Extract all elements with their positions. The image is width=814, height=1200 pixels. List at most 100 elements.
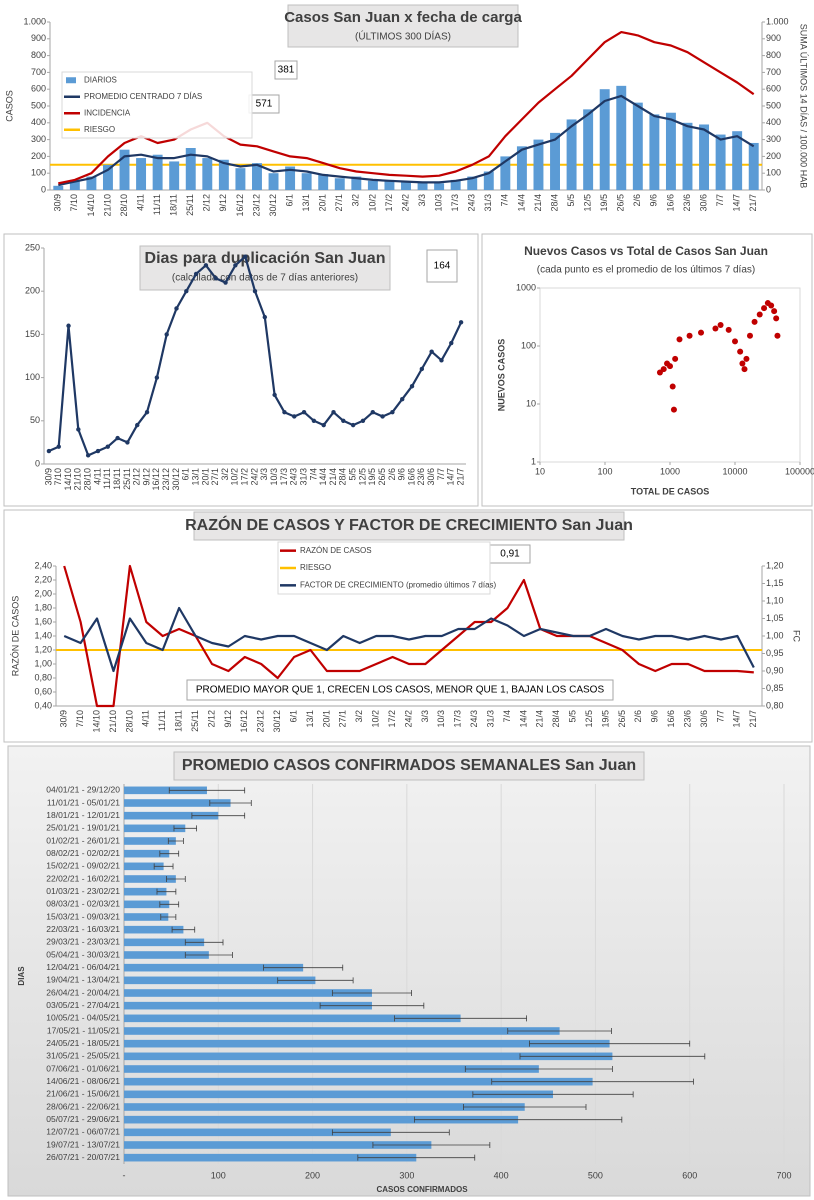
bar xyxy=(235,168,246,190)
error-bar xyxy=(357,1154,476,1161)
bar xyxy=(124,925,184,934)
x-tick-label: 23/6 xyxy=(682,710,692,728)
bar xyxy=(401,182,411,190)
chart-title: Nuevos Casos vs Total de Casos San Juan xyxy=(524,244,768,258)
x-tick-label: 7/10 xyxy=(75,710,85,728)
point xyxy=(242,254,248,259)
bar xyxy=(124,849,170,858)
y-axis-label: DIAS xyxy=(17,966,26,986)
x-tick-label: 12/5 xyxy=(583,194,593,212)
error-bar xyxy=(394,1015,527,1022)
x-tick-label: 13/1 xyxy=(301,194,311,212)
y2-tick-label: 900 xyxy=(766,33,781,43)
x-tick-label: 9/12 xyxy=(218,194,228,212)
bar xyxy=(566,119,577,190)
x-tick-label: 30/12 xyxy=(171,468,181,491)
x-tick-label: 30/6 xyxy=(698,194,708,212)
y-tick-label: 200 xyxy=(25,286,40,296)
x-tick-label: 6/1 xyxy=(284,194,294,207)
y-tick-label: 25/01/21 - 19/01/21 xyxy=(46,823,120,833)
x-tick-label: 10/2 xyxy=(367,194,377,212)
y-tick-label: 150 xyxy=(25,329,40,339)
y-tick-label: 100 xyxy=(31,168,46,178)
y2-tick-label: 0 xyxy=(766,184,771,194)
x-tick-label: 300 xyxy=(399,1170,414,1180)
error-bar xyxy=(209,800,252,806)
y2-tick-label: 700 xyxy=(766,67,781,77)
x-tick-label: 3/2 xyxy=(351,194,361,207)
x-tick-label: 14/4 xyxy=(318,468,328,486)
x-tick-label: 20/1 xyxy=(200,468,210,486)
y-tick-label: 15/02/21 - 09/02/21 xyxy=(46,861,120,871)
y-tick-label: 1,60 xyxy=(34,616,52,626)
x-tick-label: 21/10 xyxy=(102,194,112,217)
error-bar xyxy=(277,977,354,984)
bar xyxy=(124,976,316,985)
point xyxy=(272,392,277,398)
bar xyxy=(136,158,147,190)
point xyxy=(105,444,110,449)
x-tick-label: 12/5 xyxy=(584,710,594,728)
x-tick-label: 30/6 xyxy=(426,468,436,486)
point xyxy=(400,397,405,402)
bar xyxy=(124,1153,417,1162)
bar xyxy=(367,180,378,190)
bar xyxy=(351,176,362,190)
x-tick-label: 24/3 xyxy=(467,194,477,212)
x-tick-label: 100 xyxy=(597,466,612,476)
x-tick-label: 21/4 xyxy=(533,194,543,212)
bar xyxy=(384,179,395,190)
bar xyxy=(124,1077,593,1086)
point xyxy=(144,409,150,415)
error-bar xyxy=(191,812,246,819)
x-tick-label: 25/11 xyxy=(122,468,132,490)
chart-subtitle: (cada punto es el promedio de los último… xyxy=(537,265,755,276)
error-bar xyxy=(463,1104,587,1110)
x-tick-label: 7/4 xyxy=(308,468,318,481)
y-tick-label: 18/01/21 - 12/01/21 xyxy=(46,810,120,820)
y-tick-label: 2,40 xyxy=(34,560,52,570)
x-tick-label: 7/4 xyxy=(500,194,510,207)
bar xyxy=(124,837,176,845)
point xyxy=(725,326,732,333)
bar xyxy=(124,799,231,807)
bar xyxy=(748,142,759,190)
title-box xyxy=(287,4,519,48)
point xyxy=(686,332,693,339)
x-tick-label: 13/1 xyxy=(305,710,315,728)
x-tick-label: 7/10 xyxy=(69,194,79,212)
point xyxy=(773,315,780,322)
x-tick-label: 9/12 xyxy=(141,468,151,486)
bar xyxy=(124,875,176,883)
y2-tick-label: 1,10 xyxy=(766,595,784,605)
annotation: 381 xyxy=(278,65,295,76)
line xyxy=(58,94,755,187)
y2-tick-label: 100 xyxy=(766,168,781,178)
point xyxy=(751,318,758,325)
y2-axis-label: FC xyxy=(792,630,802,642)
point xyxy=(717,322,724,329)
error-bar xyxy=(160,914,177,920)
annotation-box xyxy=(274,60,298,80)
point xyxy=(737,348,744,355)
point xyxy=(672,355,679,362)
x-tick-label: 10/3 xyxy=(433,194,443,212)
x-tick-label: 26/5 xyxy=(617,710,627,728)
x-tick-label: 3/3 xyxy=(259,468,269,481)
legend-label: PROMEDIO CENTRADO 7 DÍAS xyxy=(84,92,202,101)
y-axis-label: NUEVOS CASOS xyxy=(496,339,506,412)
error-bar xyxy=(159,901,180,908)
error-bar xyxy=(184,939,224,946)
x-tick-label: 30/9 xyxy=(43,468,53,486)
bar xyxy=(417,181,428,190)
bar xyxy=(124,1052,613,1061)
error-bar xyxy=(464,1066,613,1072)
x-tick-label: 17/2 xyxy=(387,710,397,728)
y-tick-label: 600 xyxy=(31,84,46,94)
y2-tick-label: 400 xyxy=(766,117,781,127)
bar xyxy=(533,139,544,190)
x-tick-label: 1000 xyxy=(660,466,680,476)
x-tick-label: 10/3 xyxy=(436,710,446,728)
legend-swatch xyxy=(66,77,76,84)
point xyxy=(698,329,705,336)
